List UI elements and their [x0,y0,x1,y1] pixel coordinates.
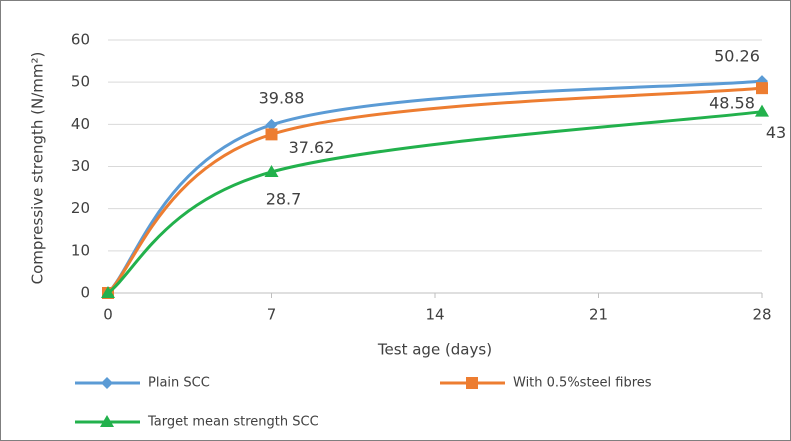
legend-label: Plain SCC [148,376,210,391]
marker [466,377,478,389]
y-tick-label: 0 [80,284,90,302]
series-line [107,110,763,295]
marker [265,118,278,131]
marker [756,82,768,95]
x-tick-label: 21 [589,306,608,324]
y-tick-label: 60 [71,31,90,49]
data-label: 28.7 [266,189,302,208]
marker [264,164,279,177]
legend-label: With 0.5%steel fibres [513,376,652,391]
data-label: 43 [766,123,786,142]
data-label: 50.26 [714,47,760,66]
y-tick-label: 50 [71,73,90,91]
series-line [106,86,763,295]
x-tick-label: 14 [425,306,444,324]
data-label: 37.62 [289,138,335,157]
y-axis-title: Compressive strength (N/mm²) [29,52,47,285]
x-axis-title: Test age (days) [377,341,492,359]
marker [101,286,115,298]
marker [265,128,278,141]
data-label: 39.88 [259,88,305,107]
y-tick-label: 40 [71,115,90,133]
marker [101,377,113,389]
y-tick-label: 20 [71,199,90,217]
marker [755,104,769,117]
y-tick-label: 30 [71,157,90,175]
x-tick-label: 0 [103,306,113,324]
x-tick-label: 7 [267,306,277,324]
data-label: 48.58 [709,94,755,113]
x-tick-label: 28 [752,306,771,324]
series-line [106,79,763,295]
marker [100,415,114,427]
y-tick-label: 10 [71,241,90,259]
legend-label: Target mean strength SCC [147,415,319,430]
